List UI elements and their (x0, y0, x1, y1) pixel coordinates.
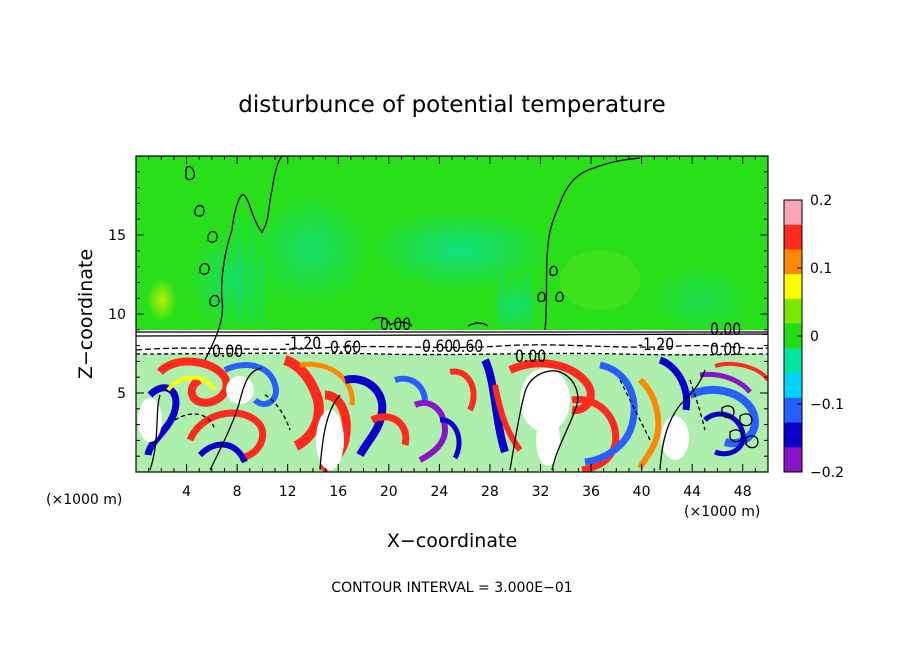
colorbar-segment (784, 447, 802, 473)
contour-label: 0.00 (212, 342, 243, 362)
x-unit-left: (×1000 m) (46, 492, 122, 508)
x-tick-label: 24 (430, 484, 448, 500)
colorbar-segment (784, 200, 802, 226)
contour-label: -1.20 (285, 334, 321, 354)
colorbar: 0.2 0.1 0 −0.1 −0.2 (783, 193, 844, 481)
contour-label: 0.00 (515, 347, 546, 367)
contour-interval-label: CONTOUR INTERVAL = 3.000E−01 (331, 580, 572, 596)
x-tick-label: 36 (582, 484, 600, 500)
chart-title: disturbunce of potential temperature (238, 92, 666, 118)
colorbar-ticks: 0.2 0.1 0 −0.1 −0.2 (797, 193, 844, 481)
colorbar-tick-label: 0 (810, 329, 819, 345)
y-tick-label: 5 (117, 386, 126, 402)
contour-label: 0.00 (710, 340, 741, 360)
contour-value-labels: 0.00 -1.20 0.60 0.00 0.60 0.60 0.00 -1.2… (212, 315, 741, 367)
plot-area: 0.00 -1.20 0.60 0.00 0.60 0.60 0.00 -1.2… (136, 156, 768, 472)
turbulent-layer (136, 354, 768, 472)
x-tick-label: 16 (329, 484, 347, 500)
contour-label: 0.00 (380, 315, 411, 335)
colorbar-tick-label: −0.2 (810, 465, 844, 481)
colorbar-tick-label: 0.1 (810, 261, 832, 277)
colorbar-segment (784, 274, 802, 300)
colorbar-segments (784, 200, 802, 473)
x-tick-label: 12 (279, 484, 297, 500)
contour-label: 0.60 (422, 337, 453, 357)
x-axis-label: X−coordinate (387, 530, 517, 552)
colorbar-segment (784, 224, 802, 250)
colorbar-tick-label: 0.2 (810, 193, 832, 209)
contour-label: -1.20 (638, 335, 674, 355)
x-unit-right: (×1000 m) (684, 504, 760, 520)
x-tick-label: 28 (481, 484, 499, 500)
colorbar-segment (784, 348, 802, 374)
colorbar-segment (784, 298, 802, 325)
contour-label: 0.60 (452, 337, 483, 357)
y-tick-label: 15 (108, 228, 126, 244)
x-tick-label: 20 (380, 484, 398, 500)
colorbar-segment (784, 373, 802, 399)
contour-label: 0.60 (330, 338, 361, 358)
x-tick-label: 48 (734, 484, 752, 500)
x-tick-label: 44 (683, 484, 701, 500)
x-tick-label: 4 (182, 484, 191, 500)
x-tick-label: 32 (532, 484, 550, 500)
colorbar-segment (784, 323, 802, 349)
contour-lines (136, 156, 768, 471)
y-tick-label: 10 (108, 307, 126, 323)
x-tick-label: 8 (233, 484, 242, 500)
contour-label: 0.00 (710, 320, 741, 340)
colorbar-segment (784, 249, 802, 275)
colorbar-segment (784, 397, 802, 424)
y-axis: 5 10 15 (108, 155, 768, 473)
colorbar-tick-label: −0.1 (810, 397, 844, 413)
colorbar-segment (784, 422, 802, 448)
x-tick-label: 40 (633, 484, 651, 500)
x-axis: 4 8 12 16 20 24 28 32 36 40 44 48 (135, 156, 769, 500)
y-axis-label: Z−coordinate (75, 249, 97, 379)
